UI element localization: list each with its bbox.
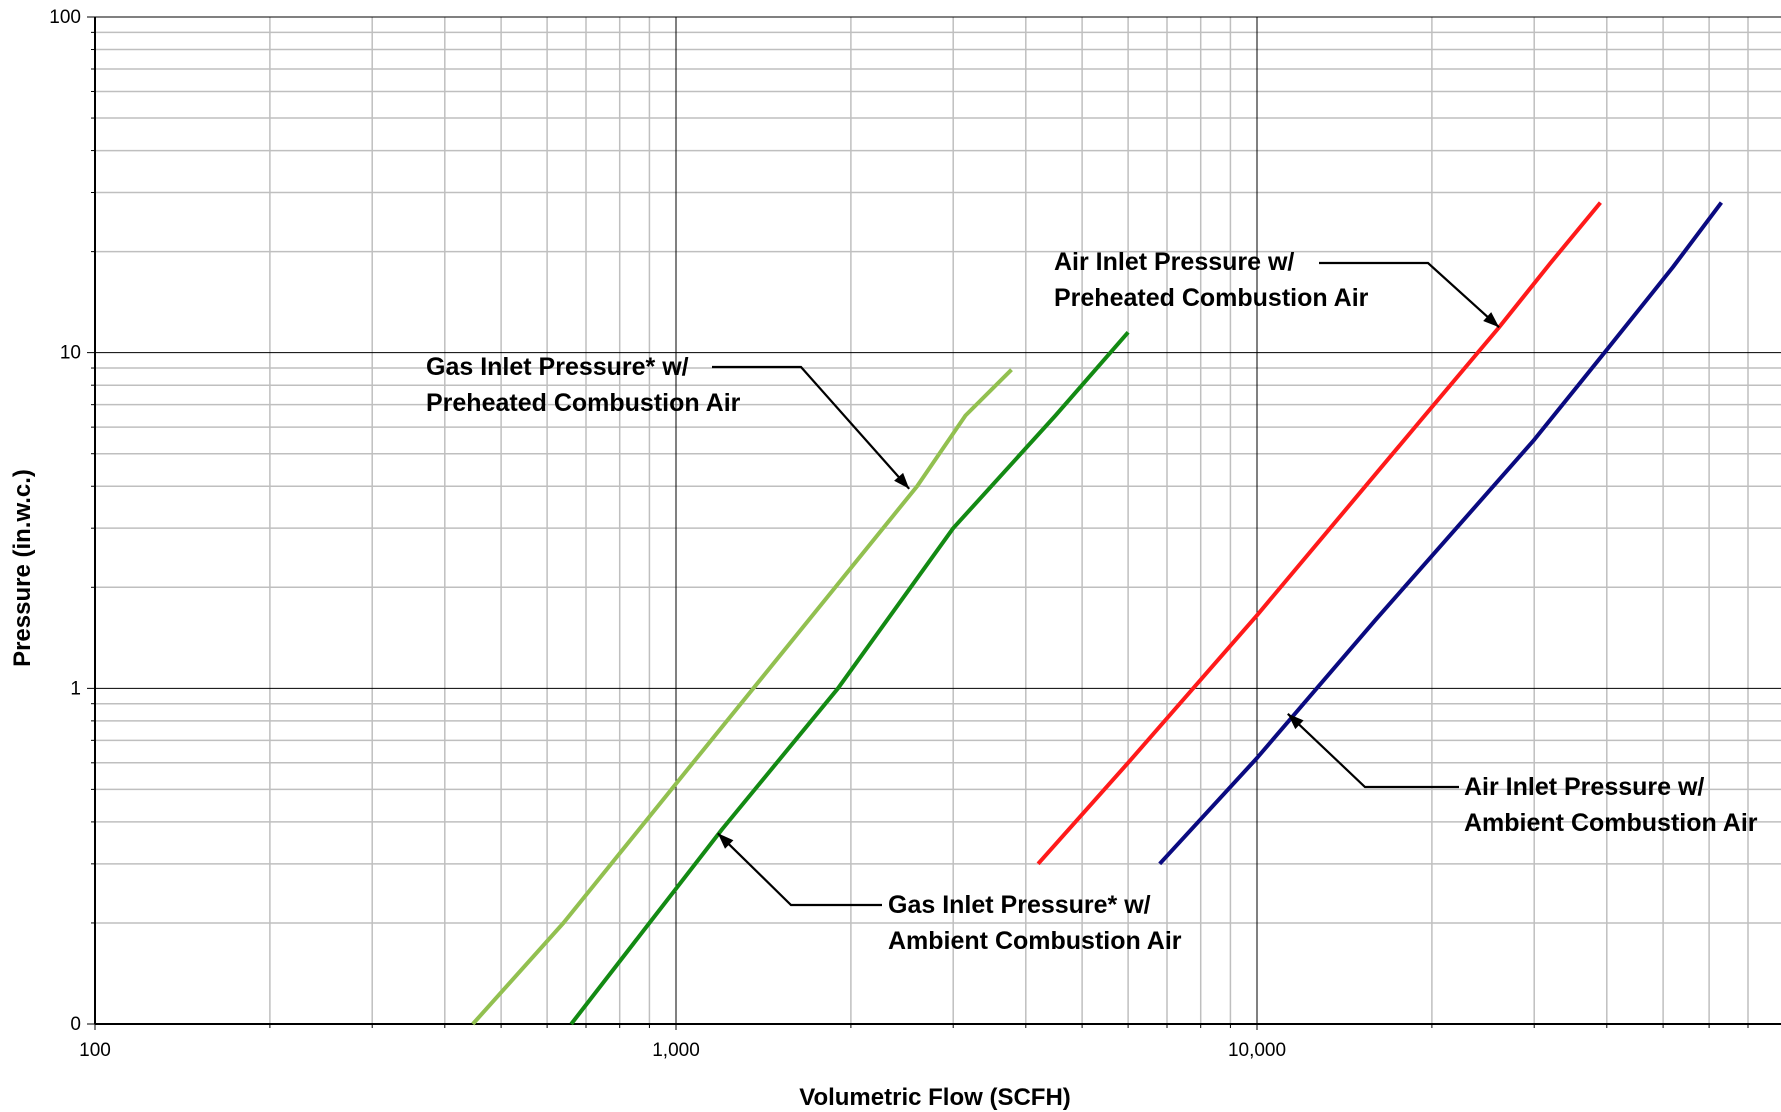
- annotation-label-2: Gas Inlet Pressure* w/: [888, 891, 1151, 919]
- annotation-leader-4: [1287, 713, 1459, 789]
- x-tick-label: 1,000: [652, 1040, 700, 1061]
- series-line-2: [569, 330, 1130, 1026]
- y-tick-label: 1: [70, 678, 81, 699]
- series-line-4: [1158, 201, 1723, 866]
- minor-gridlines: [95, 17, 1781, 1024]
- series-line-1: [471, 368, 1013, 1026]
- annotation-leader-3: [1319, 261, 1500, 329]
- y-tick-label: 0: [70, 1014, 81, 1035]
- annotation-label-1: Preheated Combustion Air: [426, 389, 741, 417]
- annotation-label-2: Ambient Combustion Air: [888, 927, 1182, 955]
- series-lines: [471, 201, 1723, 1026]
- annotation-leader-2: [717, 832, 882, 907]
- annotation-label-4: Air Inlet Pressure w/: [1464, 773, 1704, 801]
- annotation-label-3: Preheated Combustion Air: [1054, 284, 1369, 312]
- y-tick-label: 10: [60, 343, 81, 364]
- annotation-label-3: Air Inlet Pressure w/: [1054, 248, 1294, 276]
- y-axis-label: Pressure (in.w.c.): [9, 469, 36, 667]
- annotation-arrows: [712, 261, 1500, 907]
- x-tick-labels: 100 1,000 10,000: [79, 1040, 1286, 1061]
- annotation-arrowhead-2: [717, 833, 734, 849]
- x-tick-label: 10,000: [1228, 1040, 1286, 1061]
- series-line-3: [1036, 201, 1602, 866]
- annotation-arrowhead-1: [894, 472, 910, 489]
- annotation-labels: Gas Inlet Pressure* w/Preheated Combusti…: [426, 248, 1758, 955]
- annotation-label-1: Gas Inlet Pressure* w/: [426, 353, 689, 381]
- major-gridlines: [87, 16, 1781, 1030]
- annotation-arrowhead-3: [1483, 312, 1500, 328]
- y-tick-label: 100: [49, 7, 81, 28]
- annotation-leader-1: [712, 365, 911, 490]
- annotation-label-4: Ambient Combustion Air: [1464, 809, 1758, 837]
- annotation-arrowhead-4: [1287, 713, 1304, 730]
- x-tick-label: 100: [79, 1040, 111, 1061]
- x-axis-label: Volumetric Flow (SCFH): [799, 1084, 1071, 1111]
- y-tick-labels: 0 1 10 100: [49, 7, 81, 1035]
